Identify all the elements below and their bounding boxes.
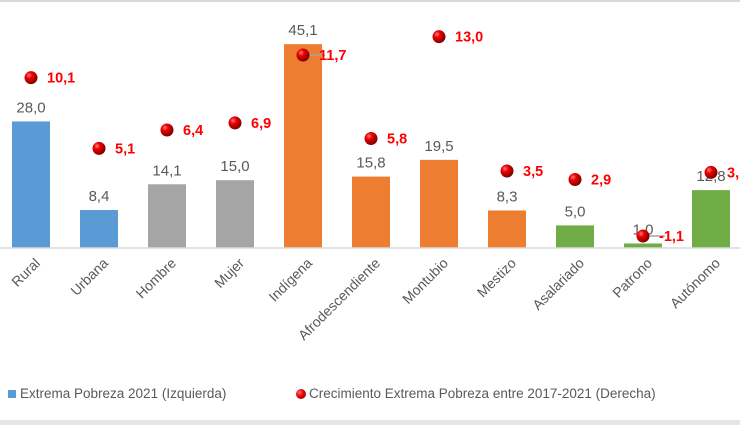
bar-value-label: 8,3 [497, 188, 518, 205]
category-label: Rural [8, 255, 43, 290]
category-label: Montubio [399, 255, 451, 307]
growth-value-label: 11,7 [319, 48, 346, 64]
bar-Afrodescendiente [352, 176, 390, 248]
growth-value-label: 3,5 [523, 164, 543, 180]
category-label: Asalariado [529, 255, 587, 313]
legend-dot-label: Crecimiento Extrema Pobreza entre 2017-2… [309, 386, 656, 401]
category-label: Mestizo [474, 255, 520, 301]
bar-Indígena [284, 44, 322, 249]
chart-bottom-border [0, 420, 740, 425]
bar-value-label: 45,1 [288, 22, 317, 39]
growth-point-Indígena [296, 48, 310, 62]
growth-point-Hombre [160, 123, 174, 137]
growth-point-Patrono [636, 229, 650, 243]
category-label: Indígena [265, 255, 315, 305]
bar-value-label: 28,0 [16, 99, 45, 116]
legend-bar-label: Extrema Pobreza 2021 (Izquierda) [20, 386, 227, 401]
bar-value-label: 8,4 [89, 188, 110, 205]
growth-value-label: 13,0 [455, 30, 483, 46]
growth-point-Urbana [92, 141, 106, 155]
category-label: Hombre [133, 255, 180, 302]
bar-value-label: 15,8 [356, 155, 385, 172]
bar-value-label: 5,0 [565, 203, 586, 220]
growth-value-label: 5,1 [115, 141, 135, 157]
growth-point-Mestizo [500, 164, 514, 178]
growth-point-Rural [24, 71, 38, 85]
legend-item-bars: Extrema Pobreza 2021 (Izquierda) [8, 386, 226, 401]
bar-value-label: 14,1 [152, 162, 181, 179]
combo-chart: 28,08,414,115,045,115,819,58,35,01,012,8… [0, 22, 740, 343]
growth-value-label: 10,1 [47, 71, 75, 87]
bar-Autónomo [692, 190, 730, 248]
bar-Hombre [148, 184, 186, 248]
bar-Mujer [216, 180, 254, 248]
growth-value-label: -1,1 [659, 229, 684, 245]
growth-point-Asalariado [568, 172, 582, 186]
category-label: Patrono [609, 255, 655, 301]
bar-value-label: 15,0 [220, 158, 249, 175]
bar-Asalariado [556, 225, 594, 248]
bar-Montubio [420, 159, 458, 248]
growth-point-Montubio [432, 30, 446, 44]
category-label: Autónomo [667, 255, 724, 312]
growth-value-label: 6,4 [183, 123, 203, 139]
bar-Rural [12, 121, 50, 248]
category-label: Mujer [211, 255, 247, 291]
legend-dot-swatch-icon [296, 388, 306, 399]
growth-value-label: 6,9 [251, 116, 271, 132]
growth-value-label: 2,9 [591, 172, 611, 188]
growth-point-Afrodescendiente [364, 131, 378, 145]
legend-item-dots: Crecimiento Extrema Pobreza entre 2017-2… [296, 386, 656, 401]
chart-top-border [0, 0, 740, 2]
growth-value-label: 5,8 [387, 131, 407, 147]
legend: Extrema Pobreza 2021 (Izquierda) Crecimi… [0, 386, 740, 406]
growth-point-Autónomo [704, 165, 718, 179]
bar-Mestizo [488, 210, 526, 248]
growth-point-Mujer [228, 116, 242, 130]
bar-Urbana [80, 210, 118, 248]
category-label: Urbana [67, 255, 111, 299]
legend-bar-swatch-icon [8, 389, 16, 398]
growth-value-label: 3, [727, 165, 739, 181]
bar-Patrono [624, 243, 662, 248]
bar-value-label: 19,5 [424, 138, 453, 155]
